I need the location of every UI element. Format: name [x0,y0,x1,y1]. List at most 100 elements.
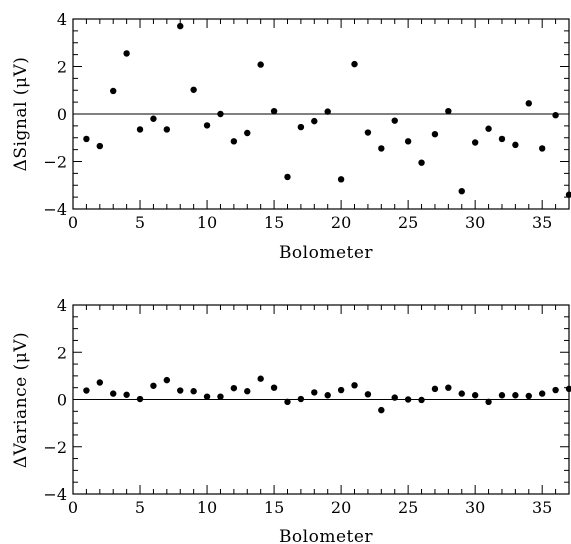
signal-data-point [177,22,184,30]
variance-data-point [150,382,157,389]
variance-panel: Bolometer ΔVariance (μV) 0 5 10 15 20 25 30 35−… [11,296,571,544]
signal-data-point [552,111,559,119]
signal-y-tick-label: −4 [43,200,67,219]
signal-panel: Bolometer ΔSignal (μV) 0 5 10 15 20 25 30 35−4−… [11,10,571,263]
signal-data-point [136,126,144,133]
variance-data-point [512,392,519,399]
signal-data-point [458,187,465,195]
signal-data-point [351,60,358,68]
signal-x-tick-label: 25 [398,213,418,232]
variance-data-point [83,387,90,394]
signal-data-point [311,117,318,125]
variance-data-point [391,394,398,401]
variance-data-point [177,387,184,394]
signal-data-point [110,87,117,95]
variance-data-point [244,388,251,395]
signal-data-point [123,50,130,57]
signal-data-point [83,135,90,143]
variance-x-tick-label: 25 [398,498,418,517]
signal-data-point [512,141,519,149]
variance-y-tick-label: 0 [57,391,67,410]
signal-data-point [190,86,197,93]
signal-data-point [284,173,291,181]
variance-x-tick-label: 30 [465,498,485,517]
signal-x-tick-label: 10 [197,213,217,232]
variance-data-point [337,386,345,394]
signal-data-point [150,115,157,122]
signal-data-point [230,138,238,145]
signal-data-point [337,176,345,183]
signal-data-point [391,117,398,124]
variance-data-point [351,382,358,389]
signal-data-point [565,191,571,198]
variance-data-point [538,390,546,397]
variance-data-point [525,392,532,400]
variance-data-point [96,379,104,386]
variance-y-tick-label: 4 [57,296,67,315]
signal-data-point [244,129,251,137]
variance-data-point [136,395,144,403]
variance-data-point [190,388,197,395]
variance-data-point [217,393,224,400]
variance-x-axis-label: Bolometer [279,527,373,544]
variance-data-point [203,393,211,400]
variance-data-point [297,395,305,403]
signal-data-point [270,107,278,115]
signal-data-point [378,145,385,152]
signal-data-point [257,61,264,68]
variance-data-point [324,392,331,399]
variance-x-tick-label: 10 [197,498,217,517]
signal-y-tick-label: 2 [57,58,67,77]
variance-y-axis-label: ΔVariance (μV) [11,332,31,468]
signal-data-point [324,108,331,115]
variance-data-point [284,398,291,406]
variance-y-tick-label: 2 [57,343,67,362]
signal-x-tick-label: 0 [68,213,78,232]
variance-x-tick-label: 20 [331,498,351,517]
signal-x-tick-label: 20 [331,213,351,232]
signal-data-point [445,107,452,115]
signal-data-point [297,123,305,131]
variance-data-point [458,390,465,397]
variance-data-point [163,376,171,384]
signal-data-point [217,110,224,118]
signal-data-point [538,145,546,152]
signal-data-point [163,126,171,133]
signal-y-tick-label: 0 [57,105,67,124]
signal-y-tick-label: −2 [43,153,67,172]
variance-data-point [431,385,439,393]
variance-data-point [485,398,492,406]
variance-x-tick-label: 5 [135,498,145,517]
signal-x-tick-label: 5 [135,213,145,232]
variance-data-point [270,384,278,391]
signal-data-point [431,130,439,138]
variance-data-point [110,390,117,397]
variance-data-point [230,384,238,392]
variance-y-tick-label: −2 [43,438,67,457]
variance-x-tick-label: 35 [532,498,552,517]
signal-y-tick-label: 4 [57,10,67,29]
variance-data-point [552,386,559,394]
variance-y-tick-label: −4 [43,485,67,504]
variance-data-point [364,391,372,398]
variance-data-point [418,396,425,404]
signal-data-point [525,100,532,107]
signal-x-tick-label: 15 [264,213,284,232]
signal-y-axis-label: ΔSignal (μV) [11,57,31,172]
variance-data-point [565,385,571,393]
signal-data-point [203,122,211,129]
signal-x-tick-label: 30 [465,213,485,232]
variance-data-point [498,392,506,399]
variance-data-point [404,396,412,403]
signal-data-point [471,139,479,146]
signal-data-point [498,135,506,143]
signal-data-point [96,142,104,150]
signal-x-tick-label: 35 [532,213,552,232]
variance-x-tick-label: 0 [68,498,78,517]
signal-x-axis-label: Bolometer [279,243,373,263]
variance-data-point [257,375,264,382]
variance-data-point [445,384,452,391]
variance-data-point [378,406,385,414]
variance-data-point [311,389,318,396]
